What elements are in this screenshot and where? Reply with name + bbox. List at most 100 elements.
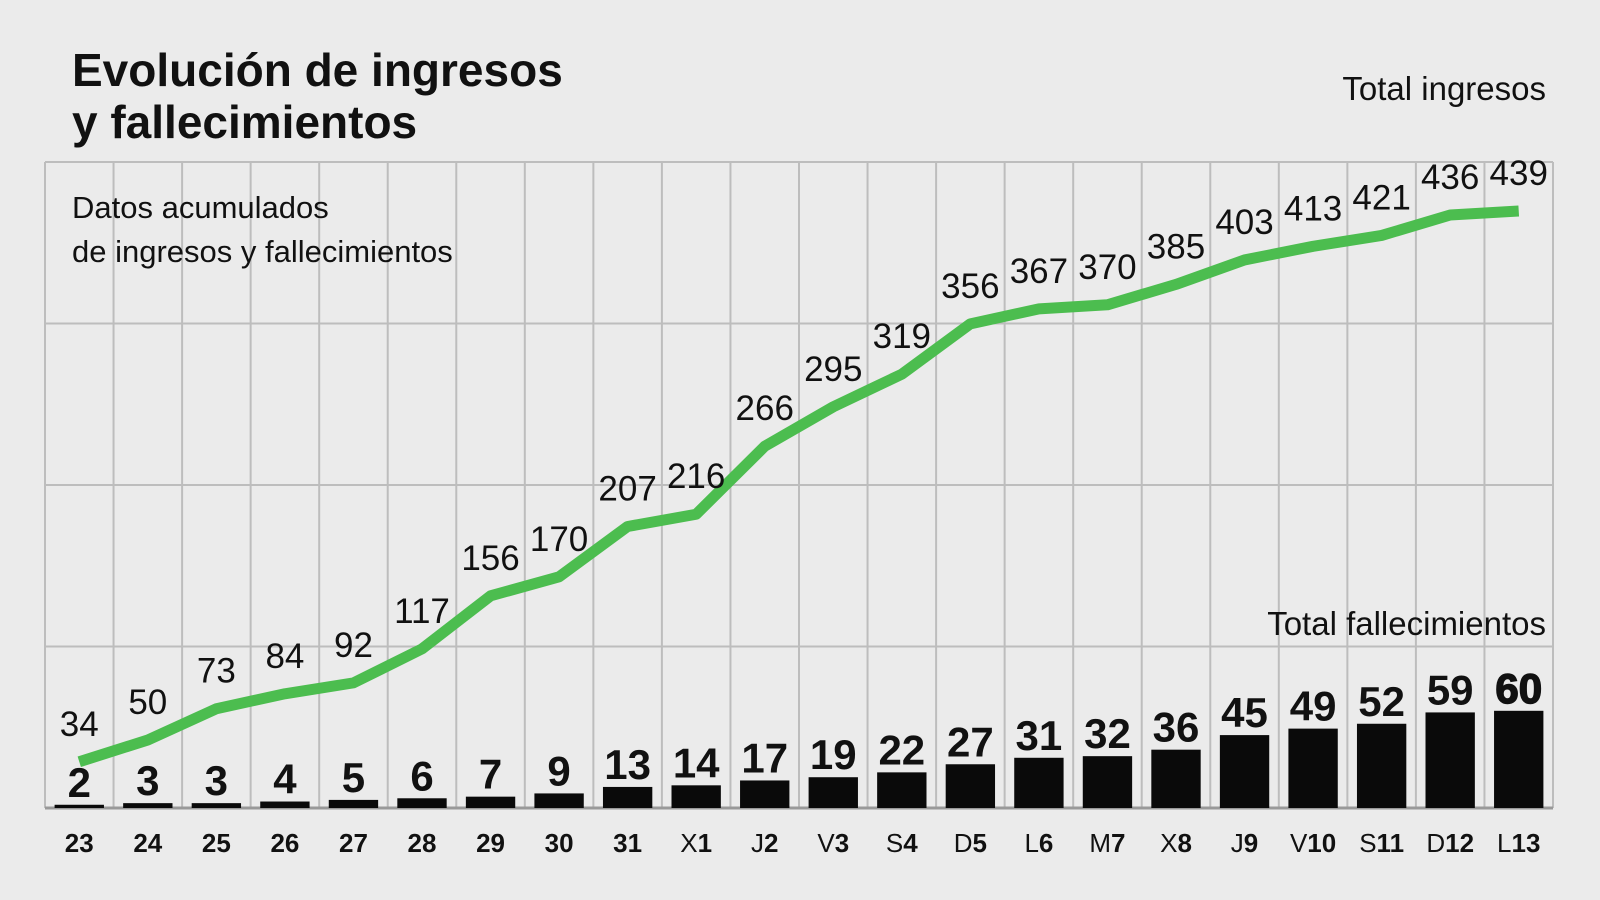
bar-value-label: 45 xyxy=(1221,689,1268,736)
x-tick-label: X1 xyxy=(680,828,712,858)
line-value-label: 436 xyxy=(1421,158,1479,197)
x-tick-label: X8 xyxy=(1160,828,1192,858)
bar-value-label: 31 xyxy=(1016,712,1063,759)
label-layer: 2 3 3 4 5 6 7 9 13 14 17 19 22 27 31 32 36 45 49 52 59 603450… xyxy=(60,154,1548,858)
bar-fallecimientos-V3 xyxy=(808,777,858,808)
x-tick-label: J2 xyxy=(751,828,778,858)
bar-value-label: 13 xyxy=(604,741,651,788)
x-tick-label: 24 xyxy=(133,828,162,858)
bar-fallecimientos-S4 xyxy=(877,772,927,808)
bar-value-label: 36 xyxy=(1153,704,1200,751)
bar-value-label: 2 xyxy=(68,759,91,806)
line-value-label: 370 xyxy=(1078,248,1136,287)
line-value-label: 170 xyxy=(530,520,588,559)
bar-fallecimientos-29 xyxy=(465,796,516,808)
chart-subtitle-line1: Datos acumulados xyxy=(72,190,329,225)
bar-value-label: 3 xyxy=(205,757,228,804)
bar-fallecimientos-26 xyxy=(260,801,310,808)
legend-label-ingresos: Total ingresos xyxy=(1342,70,1546,107)
bar-fallecimientos-J2 xyxy=(740,780,790,808)
chart-subtitle-line2: de ingresos y fallecimientos xyxy=(72,234,453,269)
bar-fallecimientos-L13 xyxy=(1494,710,1544,808)
bar-value-label: 4 xyxy=(273,756,297,803)
line-value-label: 319 xyxy=(873,317,931,356)
bar-fallecimientos-J9 xyxy=(1219,735,1270,808)
line-value-label: 421 xyxy=(1352,178,1410,217)
line-value-label: 403 xyxy=(1215,203,1273,242)
line-value-label: 156 xyxy=(461,539,519,578)
line-value-label: 266 xyxy=(736,389,794,428)
x-tick-label: D12 xyxy=(1426,828,1474,858)
x-tick-label: 29 xyxy=(476,828,505,858)
line-value-label: 92 xyxy=(334,626,373,665)
x-tick-label: M7 xyxy=(1089,828,1125,858)
line-value-label: 295 xyxy=(804,350,862,389)
bar-fallecimientos-23 xyxy=(54,804,104,808)
bar-fallecimientos-D12 xyxy=(1425,712,1475,808)
bar-fallecimientos-L6 xyxy=(1014,757,1064,808)
bar-value-label: 19 xyxy=(810,731,857,778)
line-layer xyxy=(77,205,1520,768)
line-value-label: 117 xyxy=(394,592,450,631)
bar-fallecimientos-S11 xyxy=(1356,723,1407,808)
bar-value-label: 7 xyxy=(479,751,502,798)
line-value-label: 50 xyxy=(128,683,167,722)
x-tick-label: 28 xyxy=(408,828,437,858)
line-value-label: 439 xyxy=(1490,154,1548,193)
line-value-label: 413 xyxy=(1284,189,1342,228)
bar-fallecimientos-D5 xyxy=(945,764,996,808)
x-tick-label: 31 xyxy=(613,828,642,858)
bar-fallecimientos-27 xyxy=(328,799,379,808)
line-value-label: 385 xyxy=(1147,227,1205,266)
bar-value-label: 9 xyxy=(547,747,570,794)
grid-layer xyxy=(44,161,1554,810)
line-value-label: 207 xyxy=(598,469,656,508)
bar-fallecimientos-31 xyxy=(602,786,653,808)
bar-fallecimientos-30 xyxy=(534,793,584,808)
line-value-label: 84 xyxy=(265,637,304,676)
bar-value-label: 52 xyxy=(1358,678,1405,725)
bar-value-label: 27 xyxy=(947,718,994,765)
x-tick-label: 26 xyxy=(270,828,299,858)
chart-title-line1: Evolución de ingresos xyxy=(72,44,563,96)
bar-value-label: 17 xyxy=(741,734,788,781)
line-value-label: 34 xyxy=(60,705,99,744)
x-tick-label: L6 xyxy=(1024,828,1053,858)
bar-fallecimientos-28 xyxy=(397,798,447,808)
x-tick-label: V10 xyxy=(1290,828,1336,858)
x-tick-label: S4 xyxy=(886,828,918,858)
line-value-label: 367 xyxy=(1010,252,1068,291)
x-tick-label: L13 xyxy=(1497,828,1540,858)
x-tick-label: 23 xyxy=(65,828,94,858)
x-tick-label: 30 xyxy=(545,828,574,858)
bar-value-label: 59 xyxy=(1427,666,1474,713)
line-value-label: 356 xyxy=(941,267,999,306)
bar-value-label: 60 xyxy=(1495,665,1542,712)
bar-value-label: 14 xyxy=(673,739,720,786)
bar-layer xyxy=(54,710,1544,808)
bar-value-label: 22 xyxy=(878,726,925,773)
bar-value-label: 3 xyxy=(136,757,159,804)
line-ingresos xyxy=(77,205,1520,768)
line-value-label: 216 xyxy=(667,457,725,496)
bar-fallecimientos-X8 xyxy=(1151,749,1201,808)
legend-label-fallecimientos: Total fallecimientos xyxy=(1267,605,1546,642)
bar-fallecimientos-25 xyxy=(191,803,242,808)
bar-fallecimientos-X1 xyxy=(671,785,721,808)
chart-title-line2: y fallecimientos xyxy=(72,96,417,148)
x-tick-label: S11 xyxy=(1359,828,1404,858)
bar-value-label: 49 xyxy=(1290,683,1337,730)
x-tick-label: 25 xyxy=(202,828,231,858)
bar-fallecimientos-V10 xyxy=(1288,728,1338,808)
x-tick-label: D5 xyxy=(954,828,987,858)
bar-value-label: 32 xyxy=(1084,710,1131,757)
x-tick-label: V3 xyxy=(817,828,849,858)
bar-fallecimientos-M7 xyxy=(1082,756,1133,808)
bar-value-label: 5 xyxy=(342,754,365,801)
bar-value-label: 6 xyxy=(410,752,433,799)
x-tick-label: 27 xyxy=(339,828,368,858)
x-tick-label: J9 xyxy=(1231,828,1258,858)
bar-fallecimientos-24 xyxy=(123,803,173,808)
